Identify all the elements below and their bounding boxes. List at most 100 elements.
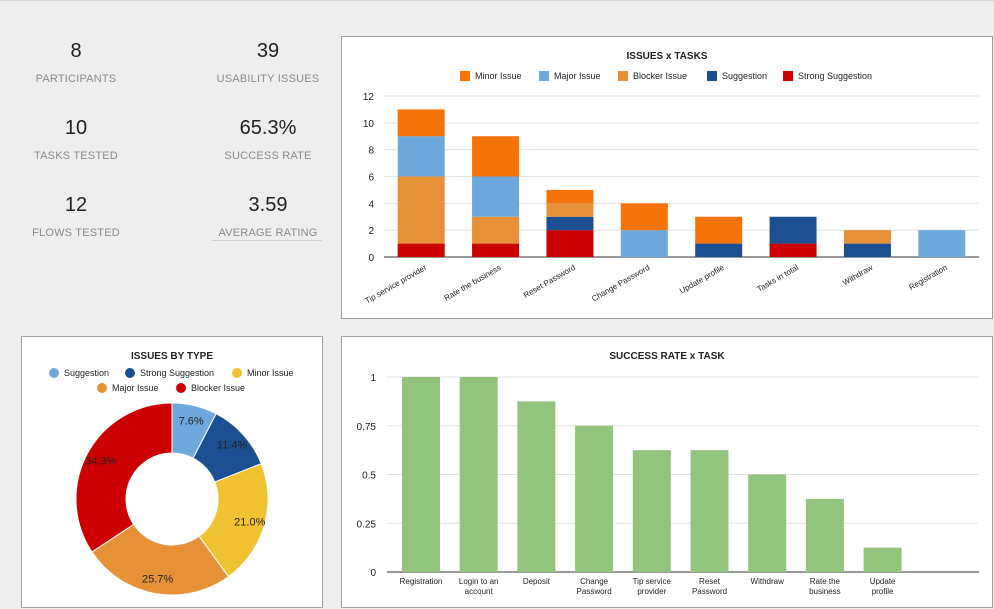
issues-by-type-chart: ISSUES BY TYPE Suggestion Strong Suggesti…: [49, 351, 294, 596]
scorecard-label: PARTICIPANTS: [35, 73, 117, 85]
x-tick-label: Reset Password: [692, 577, 727, 596]
y-tick-label: 2: [368, 226, 374, 237]
legend-swatch-strong-suggestion: [783, 71, 793, 81]
x-tick-label: Change Password: [590, 263, 651, 303]
x-tick-label: Change Password: [577, 577, 612, 596]
x-tick-label: Rate the business: [809, 577, 841, 596]
bar-login-to-an-account: [459, 377, 498, 572]
issues-by-type-panel: ISSUES BY TYPE Suggestion Strong Suggesti…: [21, 336, 323, 608]
legend-label-blocker-issue: Blocker Issue: [191, 383, 245, 393]
scorecard-tasks-tested: 10 TASKS TESTED: [16, 117, 136, 162]
chart-title: ISSUES x TASKS: [627, 51, 708, 62]
slice-major-issue: [91, 523, 230, 596]
scorecard-usability-issues: 39 USABILITY ISSUES: [208, 40, 328, 85]
bar-change-password: [575, 425, 614, 572]
bar-deposit: [517, 401, 556, 572]
bar-tip-service-provider-blocker-issue: [397, 176, 445, 244]
scorecard-label: FLOWS TESTED: [32, 227, 120, 239]
legend-swatch-suggestion: [49, 368, 59, 378]
bar-withdraw-suggestion: [843, 243, 891, 257]
bar-rate-the-business-blocker-issue: [472, 216, 520, 244]
scorecard-participants: 8 PARTICIPANTS: [16, 40, 136, 85]
legend-label-suggestion: Suggestion: [722, 71, 767, 81]
scorecard-label: AVERAGE RATING: [218, 227, 318, 239]
scorecard-average-rating: 3.59 AVERAGE RATING: [208, 194, 328, 239]
legend-swatch-minor-issue: [460, 71, 470, 81]
bar-withdraw-blocker-issue: [843, 230, 891, 244]
bar-tasks-in-total-suggestion: [769, 216, 817, 244]
bar-update-profile-minor-issue: [695, 216, 743, 244]
x-tick-label: Update profile: [870, 577, 896, 596]
x-tick-label: Withdraw: [751, 577, 785, 586]
legend-swatch-minor-issue: [232, 368, 242, 378]
scorecard-value: 8: [70, 40, 82, 62]
bar-tip-service-provider: [632, 450, 671, 572]
success-rate-chart: SUCCESS RATE x TASK 0 0.25 0.5 0.75 1 Regist…: [357, 351, 979, 596]
bar-withdraw: [748, 474, 787, 572]
scorecard-value: 3.59: [248, 194, 288, 216]
bar-update-profile: [863, 547, 902, 572]
x-tick-label: Reset Password: [522, 263, 577, 300]
bar-update-profile-suggestion: [695, 243, 743, 257]
legend-label-suggestion: Suggestion: [64, 368, 109, 378]
chart-legend: Suggestion Strong Suggestion Minor Issue Ma…: [49, 368, 294, 393]
y-tick-label: 6: [368, 173, 374, 184]
bar-rate-the-business: [805, 498, 844, 572]
y-tick-label: 0.25: [357, 519, 377, 530]
legend-label-strong-suggestion: Strong Suggestion: [798, 71, 872, 81]
chart-title: ISSUES BY TYPE: [131, 351, 213, 362]
legend-swatch-major-issue: [97, 383, 107, 393]
y-tick-label: 0: [370, 568, 376, 579]
bar-reset-password-blocker-issue: [546, 203, 594, 217]
bar-tip-service-provider-minor-issue: [397, 109, 445, 137]
x-tick-label: Tip service provider: [363, 263, 428, 306]
y-tick-label: 12: [363, 92, 375, 103]
bar-change-password-minor-issue: [620, 203, 668, 231]
scorecard-value: 39: [256, 40, 280, 62]
bar-reset-password-suggestion: [546, 216, 594, 231]
y-tick-label: 8: [368, 146, 374, 157]
scorecard-underline: [212, 240, 322, 241]
bar-rate-the-business-major-issue: [472, 176, 520, 217]
legend-swatch-blocker-issue: [176, 383, 186, 393]
bar-registration: [402, 377, 440, 572]
y-tick-label: 0.5: [362, 471, 376, 482]
legend-label-blocker-issue: Blocker Issue: [633, 71, 687, 81]
x-tick-label: Update profile: [678, 263, 726, 296]
bar-tasks-in-total-strong-suggestion: [769, 243, 817, 257]
slice-label-strong-suggestion: 11.4%: [217, 440, 248, 452]
bar-registration-major-issue: [918, 230, 966, 257]
top-divider: [0, 0, 994, 1]
slice-label-major-issue: 25.7%: [142, 574, 173, 586]
y-tick-label: 10: [363, 119, 375, 130]
bar-reset-password-minor-issue: [546, 189, 594, 204]
slice-minor-issue: [198, 463, 269, 578]
chart-legend: Minor Issue Major Issue Blocker Issue Sugge…: [460, 71, 872, 81]
issues-by-task-chart: ISSUES x TASKS Minor Issue Major Issue Blo…: [363, 51, 979, 306]
chart-title: SUCCESS RATE x TASK: [609, 351, 725, 362]
x-tick-label: Registration: [400, 577, 443, 586]
success-rate-panel: SUCCESS RATE x TASK 0 0.25 0.5 0.75 1 Regist…: [341, 336, 993, 608]
bar-rate-the-business-strong-suggestion: [472, 243, 520, 257]
bar-reset-password-strong-suggestion: [546, 230, 594, 257]
scorecard-label: USABILITY ISSUES: [216, 73, 320, 85]
legend-label-strong-suggestion: Strong Suggestion: [140, 368, 214, 378]
scorecard-success-rate: 65.3% SUCCESS RATE: [208, 117, 328, 162]
x-tick-label: Tip service provider: [633, 577, 672, 596]
bar-reset-password: [690, 450, 729, 572]
x-tick-label: Withdraw: [841, 263, 875, 288]
x-tick-label: Tasks in total: [756, 263, 801, 294]
x-tick-label: Login to an account: [459, 577, 499, 596]
bar-rate-the-business-minor-issue: [472, 136, 520, 177]
scorecard-label: SUCCESS RATE: [224, 150, 312, 162]
legend-swatch-blocker-issue: [618, 71, 628, 81]
legend-swatch-strong-suggestion: [125, 368, 135, 378]
legend-label-major-issue: Major Issue: [554, 71, 601, 81]
bar-tip-service-provider-major-issue: [397, 136, 445, 177]
slice-label-minor-issue: 21.0%: [234, 517, 265, 529]
x-tick-label: Registration: [907, 263, 948, 292]
scorecard-flows-tested: 12 FLOWS TESTED: [16, 194, 136, 239]
x-tick-label: Rate the business: [443, 263, 503, 303]
scorecard-value: 12: [64, 194, 88, 216]
scorecard-label: TASKS TESTED: [34, 150, 118, 162]
